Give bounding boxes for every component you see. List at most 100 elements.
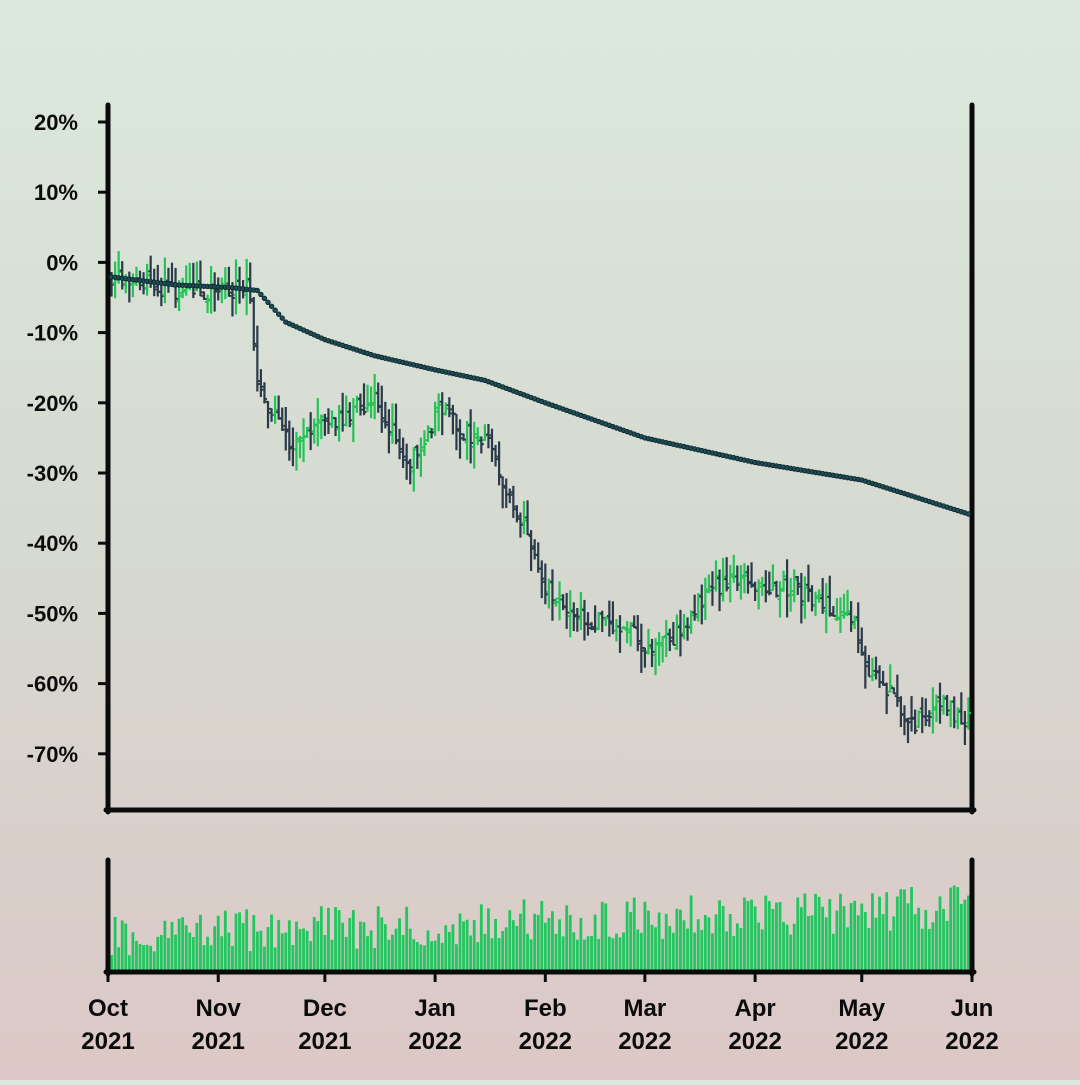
- volume-bar: [590, 935, 593, 972]
- volume-bar: [579, 917, 583, 972]
- volume-bar: [632, 897, 636, 972]
- volume-bar: [917, 907, 921, 972]
- volume-bar: [757, 922, 761, 972]
- volume-bar: [334, 907, 337, 972]
- ohlc-bar-down: [766, 571, 772, 596]
- volume-bar: [273, 947, 277, 972]
- ohlc-bar-down: [386, 409, 392, 454]
- ohlc-bar-up: [845, 589, 851, 617]
- ohlc-bar-up: [567, 590, 573, 638]
- volume-bar: [607, 936, 611, 972]
- volume-bar: [732, 935, 736, 972]
- ohlc-bar-down: [937, 682, 943, 724]
- ohlc-bar-up: [656, 632, 662, 666]
- volume-bar: [270, 914, 273, 972]
- volume-bar: [700, 929, 704, 972]
- volume-bar: [423, 945, 426, 972]
- volume-bar: [501, 930, 505, 972]
- volume-bar: [181, 917, 185, 972]
- volume-bar: [657, 912, 661, 972]
- volume-bar: [252, 915, 256, 972]
- ohlc-bar-down: [446, 397, 452, 418]
- volume-bar: [935, 910, 938, 972]
- ohlc-bar-down: [901, 705, 907, 736]
- volume-bar: [696, 919, 700, 972]
- y-tick-label: -30%: [27, 461, 78, 486]
- volume-bar: [558, 919, 561, 972]
- volume-bar: [472, 920, 476, 972]
- ohlc-bar-up: [660, 636, 666, 663]
- volume-bar: [540, 900, 544, 972]
- x-tick-year: 2022: [519, 1028, 572, 1055]
- volume-bar: [319, 906, 323, 972]
- volume-bar: [206, 936, 209, 972]
- volume-bar: [483, 933, 487, 972]
- volume-bar: [924, 909, 928, 972]
- volume-bar: [234, 913, 238, 972]
- x-tick-year: 2022: [408, 1028, 461, 1055]
- volume-bar: [615, 933, 618, 972]
- ohlc-bar-down: [517, 512, 523, 538]
- moving-average-point: [275, 311, 282, 317]
- ohlc-bar-up: [841, 593, 847, 619]
- volume-bar: [817, 896, 821, 972]
- volume-bar: [647, 910, 650, 972]
- volume-bar: [241, 922, 245, 972]
- volume-bar: [309, 941, 313, 972]
- ohlc-bar-down: [923, 698, 929, 727]
- volume-bar: [113, 916, 117, 972]
- volume-bar: [515, 925, 519, 972]
- volume-bar: [675, 908, 679, 972]
- volume-bar: [849, 903, 853, 972]
- volume-bar: [177, 918, 181, 972]
- ohlc-bar-up: [645, 628, 651, 655]
- ohlc-bar-down: [290, 427, 296, 467]
- ohlc-bar-up: [297, 435, 303, 459]
- volume-bar: [775, 902, 778, 972]
- ohlc-bar-up: [802, 576, 808, 619]
- volume-bars: [110, 885, 970, 972]
- volume-bar: [117, 947, 121, 972]
- ohlc-bar-up: [741, 563, 747, 594]
- volume-bar: [636, 929, 640, 972]
- volume-bar: [415, 942, 419, 972]
- ohlc-bar-down: [820, 577, 826, 614]
- ohlc-bar-down: [237, 266, 243, 304]
- ohlc-bar-up: [603, 616, 609, 627]
- volume-bar: [785, 924, 789, 972]
- volume-bar: [583, 939, 586, 972]
- volume-bar: [337, 910, 341, 972]
- ohlc-bar-down: [926, 710, 932, 727]
- volume-bar: [839, 893, 842, 972]
- moving-average-point: [254, 287, 261, 294]
- volume-bar: [942, 908, 945, 972]
- ohlc-bar-up: [777, 581, 783, 618]
- ohlc-bar-down: [407, 458, 413, 485]
- ohlc-bar-up: [443, 402, 449, 416]
- volume-bar: [455, 944, 458, 972]
- volume-bar: [344, 936, 348, 972]
- ohlc-bar-up: [301, 418, 307, 463]
- volume-bar: [170, 921, 174, 972]
- ohlc-bar-down: [958, 692, 964, 725]
- volume-bar: [743, 897, 746, 972]
- ohlc-bar-down: [574, 607, 580, 632]
- ohlc-bar-down: [226, 266, 232, 297]
- volume-bar: [387, 939, 391, 972]
- volume-bar: [760, 929, 764, 972]
- ohlc-bar-up: [389, 403, 395, 444]
- ohlc-bar-down: [709, 571, 715, 606]
- volume-bar: [903, 889, 906, 972]
- ohlc-bar-up: [706, 574, 712, 594]
- y-tick-label: 10%: [34, 180, 78, 205]
- volume-bar: [853, 900, 857, 972]
- ohlc-bar-down: [485, 423, 491, 449]
- x-tick-year: 2021: [81, 1028, 134, 1055]
- ohlc-bar-down: [276, 395, 282, 420]
- ohlc-bar-up: [365, 384, 371, 412]
- ohlc-bar-up: [521, 500, 527, 535]
- volume-bar: [380, 917, 384, 972]
- ohlc-bar-up: [205, 294, 211, 314]
- volume-bar: [611, 938, 615, 972]
- ohlc-bar-down: [308, 412, 314, 451]
